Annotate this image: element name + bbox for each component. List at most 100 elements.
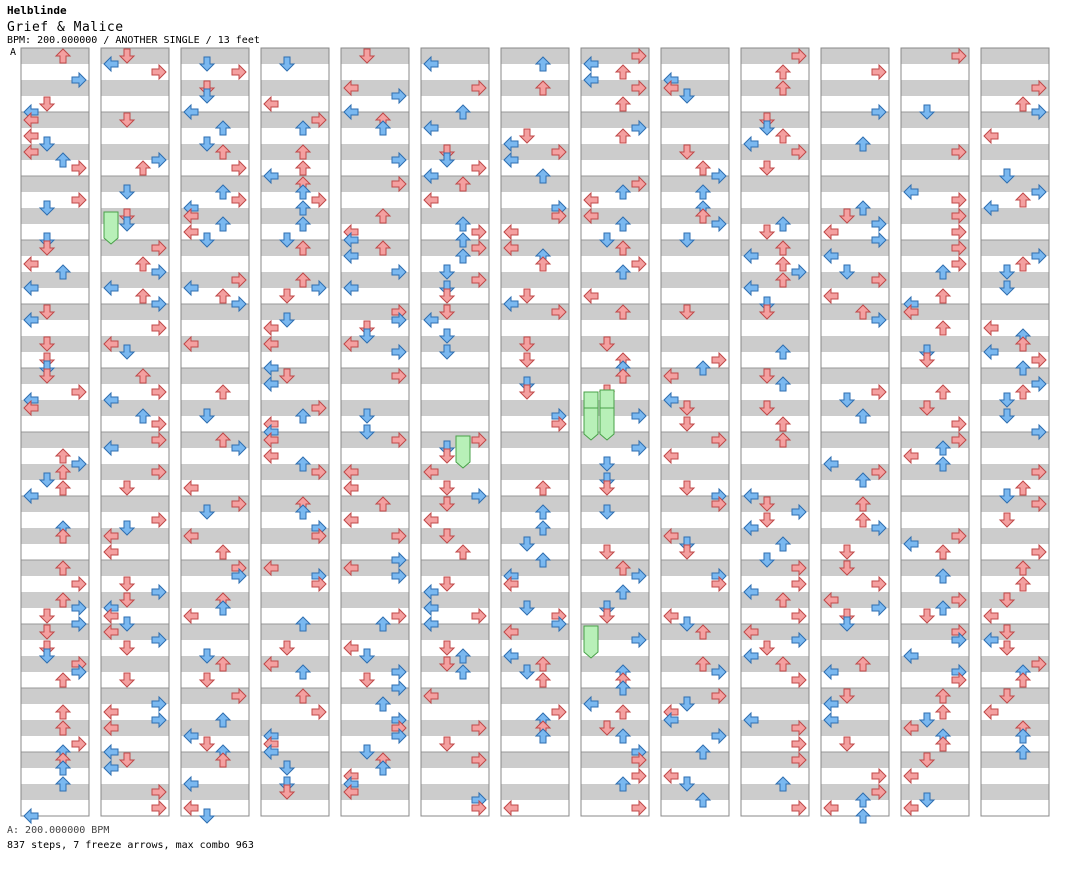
- beat-band: [981, 80, 1049, 96]
- beat-band: [181, 784, 249, 800]
- step-arrow-left: [343, 247, 359, 265]
- beat-band: [421, 688, 489, 704]
- step-arrow-up: [774, 64, 792, 80]
- step-arrow-left: [583, 191, 599, 209]
- step-arrow-down: [758, 120, 776, 136]
- step-arrow-down: [118, 112, 136, 128]
- beat-band: [21, 432, 89, 448]
- beat-band: [981, 592, 1049, 608]
- beat-band: [901, 688, 969, 704]
- step-arrow-left: [103, 703, 119, 721]
- beat-band: [261, 688, 329, 704]
- step-arrow-right: [951, 207, 967, 225]
- step-arrow-up: [694, 656, 712, 672]
- beat-band: [581, 272, 649, 288]
- beat-band: [981, 752, 1049, 768]
- step-arrow-down: [118, 184, 136, 200]
- step-arrow-down: [678, 696, 696, 712]
- beat-band: [101, 624, 169, 640]
- beat-band: [741, 528, 809, 544]
- step-arrow-left: [423, 583, 439, 601]
- step-arrow-right: [311, 463, 327, 481]
- beat-band: [661, 272, 729, 288]
- beat-band: [261, 752, 329, 768]
- beat-band: [501, 176, 569, 192]
- step-arrow-up: [1014, 384, 1032, 400]
- beat-band: [101, 432, 169, 448]
- beat-band: [661, 560, 729, 576]
- step-arrow-left: [103, 55, 119, 73]
- beat-band: [341, 304, 409, 320]
- step-arrow-right: [151, 383, 167, 401]
- beat-band: [341, 688, 409, 704]
- step-arrow-down: [358, 672, 376, 688]
- beat-band: [501, 592, 569, 608]
- step-arrow-down: [38, 472, 56, 488]
- beat-band: [261, 48, 329, 64]
- step-arrow-right: [231, 191, 247, 209]
- beat-band: [21, 624, 89, 640]
- step-arrow-down: [838, 560, 856, 576]
- chart-column: [900, 47, 970, 817]
- beat-band: [661, 624, 729, 640]
- step-arrow-right: [311, 399, 327, 417]
- beat-band: [21, 80, 89, 96]
- step-arrow-up: [694, 792, 712, 808]
- step-arrow-right: [951, 47, 967, 65]
- step-arrow-down: [838, 392, 856, 408]
- step-arrow-up: [854, 472, 872, 488]
- step-arrow-right: [631, 799, 647, 817]
- step-arrow-up: [854, 136, 872, 152]
- beat-band: [341, 720, 409, 736]
- beat-band: [821, 368, 889, 384]
- beat-band: [421, 176, 489, 192]
- beat-band: [181, 592, 249, 608]
- step-arrow-down: [278, 760, 296, 776]
- beat-band: [181, 368, 249, 384]
- beat-band: [581, 464, 649, 480]
- column-frame: [740, 47, 810, 817]
- beat-band: [501, 752, 569, 768]
- beat-band: [741, 592, 809, 608]
- beat-band: [501, 272, 569, 288]
- step-arrow-down: [998, 408, 1016, 424]
- beat-band: [901, 144, 969, 160]
- step-arrow-right: [951, 223, 967, 241]
- step-arrow-up: [1014, 256, 1032, 272]
- beat-band: [661, 688, 729, 704]
- beat-band: [421, 720, 489, 736]
- beat-band: [501, 80, 569, 96]
- beat-band: [821, 464, 889, 480]
- step-arrow-up: [54, 592, 72, 608]
- step-arrow-up: [934, 736, 952, 752]
- step-arrow-right: [311, 703, 327, 721]
- step-arrow-right: [791, 575, 807, 593]
- beat-band: [821, 272, 889, 288]
- beat-band: [341, 560, 409, 576]
- step-arrow-up: [134, 160, 152, 176]
- step-arrow-up: [214, 384, 232, 400]
- step-arrow-down: [838, 544, 856, 560]
- step-arrow-left: [503, 647, 519, 665]
- beat-band: [21, 368, 89, 384]
- step-arrow-right: [71, 159, 87, 177]
- step-arrow-down: [918, 400, 936, 416]
- step-arrow-right: [551, 143, 567, 161]
- beat-band: [981, 656, 1049, 672]
- column-frame: [100, 47, 170, 817]
- step-arrow-right: [871, 463, 887, 481]
- step-arrow-up: [774, 536, 792, 552]
- column-frame: [260, 47, 330, 817]
- step-arrow-left: [743, 711, 759, 729]
- step-arrow-down: [438, 344, 456, 360]
- step-arrow-down: [198, 88, 216, 104]
- step-arrow-right: [231, 271, 247, 289]
- beat-band: [101, 464, 169, 480]
- step-arrow-left: [23, 127, 39, 145]
- step-arrow-left: [983, 199, 999, 217]
- beat-band: [981, 720, 1049, 736]
- step-arrow-down: [118, 216, 136, 232]
- step-arrow-down: [438, 496, 456, 512]
- step-arrow-right: [1031, 103, 1047, 121]
- step-arrow-right: [631, 751, 647, 769]
